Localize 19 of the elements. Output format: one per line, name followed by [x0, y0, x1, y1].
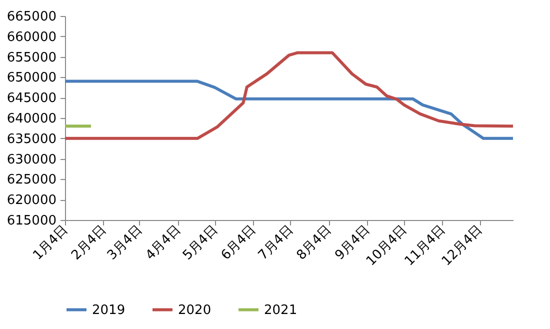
y-tick-label: 665000 — [6, 10, 56, 24]
y-tick-label: 660000 — [6, 30, 56, 45]
line-series — [64, 80, 514, 140]
x-tick-label: 7月4日 — [256, 222, 296, 264]
y-tick-label: 645000 — [6, 91, 56, 106]
x-tick-label: 8月4日 — [294, 222, 335, 264]
legend-label: 2020 — [178, 302, 212, 318]
y-tick-label: 650000 — [6, 70, 56, 86]
y-tick-label: 620000 — [6, 193, 56, 208]
y-tick-label: 630000 — [6, 152, 56, 168]
legend-label: 2021 — [264, 302, 298, 318]
y-tick-label: 635000 — [6, 132, 56, 147]
y-tick-label: 655000 — [6, 50, 56, 66]
y-tick-label: 615000 — [6, 214, 56, 228]
y-tick-label: 625000 — [6, 172, 56, 188]
y-tick-label: 640000 — [6, 112, 56, 126]
line-series — [64, 51, 514, 140]
legend-label: 2019 — [92, 302, 126, 318]
x-tick-label: 3月4日 — [104, 222, 146, 264]
